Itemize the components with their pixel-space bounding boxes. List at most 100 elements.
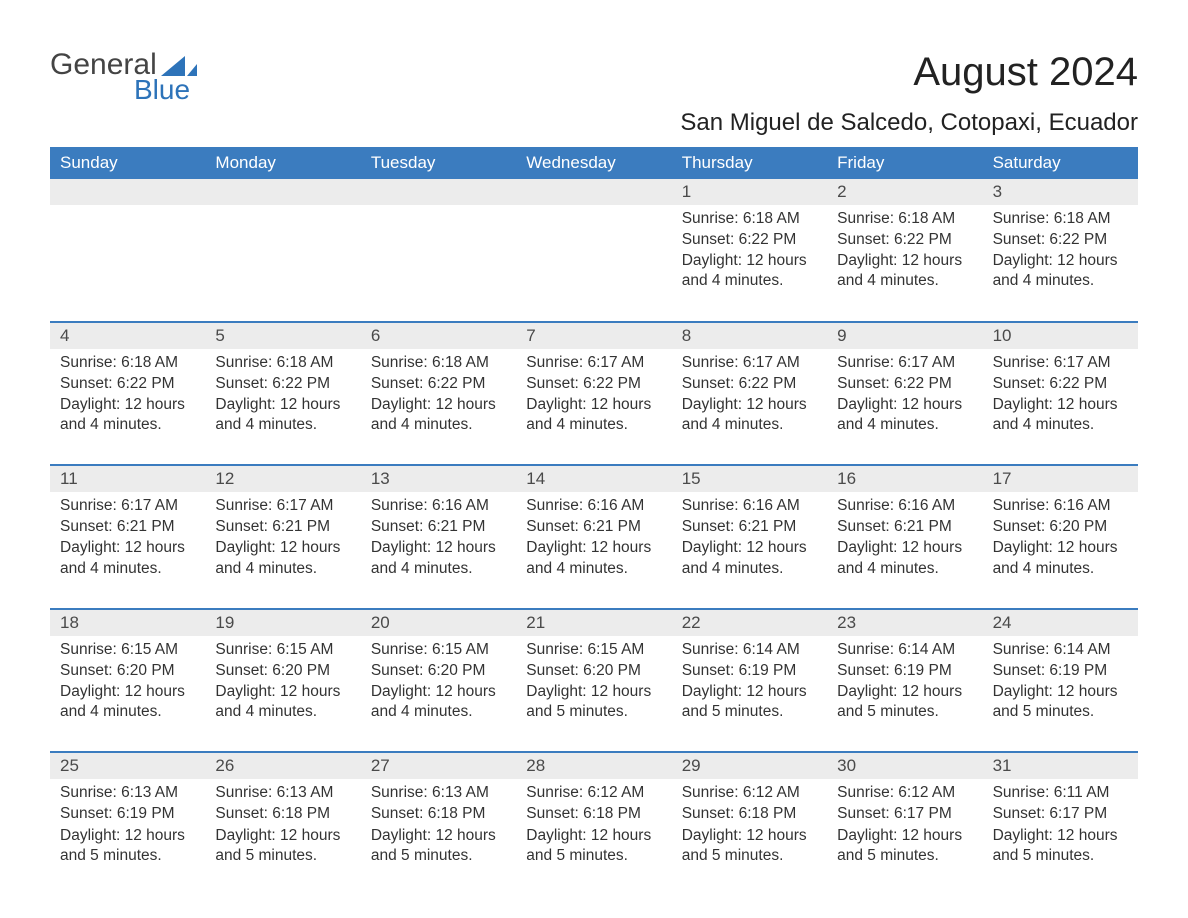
day-cell	[205, 179, 360, 307]
day-number: 26	[205, 753, 360, 779]
sunrise-line: Sunrise: 6:18 AM	[215, 353, 350, 373]
day-cell: 10Sunrise: 6:17 AMSunset: 6:22 PMDayligh…	[983, 323, 1138, 451]
sunset-line: Sunset: 6:22 PM	[526, 374, 661, 394]
day-body: Sunrise: 6:18 AMSunset: 6:22 PMDaylight:…	[205, 349, 360, 436]
day-body: Sunrise: 6:17 AMSunset: 6:22 PMDaylight:…	[827, 349, 982, 436]
daylight-line: Daylight: 12 hours and 4 minutes.	[215, 682, 350, 722]
day-body: Sunrise: 6:14 AMSunset: 6:19 PMDaylight:…	[672, 636, 827, 723]
day-body: Sunrise: 6:13 AMSunset: 6:18 PMDaylight:…	[205, 779, 360, 866]
day-number: 10	[983, 323, 1138, 349]
day-cell	[50, 179, 205, 307]
day-cell: 11Sunrise: 6:17 AMSunset: 6:21 PMDayligh…	[50, 466, 205, 594]
daylight-line: Daylight: 12 hours and 4 minutes.	[371, 395, 506, 435]
day-body: Sunrise: 6:12 AMSunset: 6:18 PMDaylight:…	[672, 779, 827, 866]
daylight-line: Daylight: 12 hours and 4 minutes.	[215, 538, 350, 578]
day-body: Sunrise: 6:18 AMSunset: 6:22 PMDaylight:…	[672, 205, 827, 292]
sunrise-line: Sunrise: 6:17 AM	[993, 353, 1128, 373]
day-cell: 15Sunrise: 6:16 AMSunset: 6:21 PMDayligh…	[672, 466, 827, 594]
day-body: Sunrise: 6:11 AMSunset: 6:17 PMDaylight:…	[983, 779, 1138, 866]
day-body: Sunrise: 6:18 AMSunset: 6:22 PMDaylight:…	[361, 349, 516, 436]
day-cell: 14Sunrise: 6:16 AMSunset: 6:21 PMDayligh…	[516, 466, 671, 594]
day-cell: 9Sunrise: 6:17 AMSunset: 6:22 PMDaylight…	[827, 323, 982, 451]
daylight-line: Daylight: 12 hours and 4 minutes.	[837, 251, 972, 291]
sunrise-line: Sunrise: 6:18 AM	[682, 209, 817, 229]
daylight-line: Daylight: 12 hours and 4 minutes.	[60, 538, 195, 578]
daylight-line: Daylight: 12 hours and 4 minutes.	[371, 682, 506, 722]
day-body: Sunrise: 6:14 AMSunset: 6:19 PMDaylight:…	[827, 636, 982, 723]
day-cell: 8Sunrise: 6:17 AMSunset: 6:22 PMDaylight…	[672, 323, 827, 451]
daylight-line: Daylight: 12 hours and 4 minutes.	[993, 538, 1128, 578]
sunset-line: Sunset: 6:22 PM	[215, 374, 350, 394]
daylight-line: Daylight: 12 hours and 4 minutes.	[60, 395, 195, 435]
day-body: Sunrise: 6:17 AMSunset: 6:22 PMDaylight:…	[983, 349, 1138, 436]
sunrise-line: Sunrise: 6:13 AM	[215, 783, 350, 803]
sunset-line: Sunset: 6:20 PM	[215, 661, 350, 681]
day-number: 4	[50, 323, 205, 349]
sunset-line: Sunset: 6:18 PM	[682, 804, 817, 824]
daylight-line: Daylight: 12 hours and 5 minutes.	[60, 826, 195, 866]
day-cell: 5Sunrise: 6:18 AMSunset: 6:22 PMDaylight…	[205, 323, 360, 451]
day-number: 27	[361, 753, 516, 779]
day-number	[50, 179, 205, 205]
daylight-line: Daylight: 12 hours and 4 minutes.	[837, 538, 972, 578]
day-number: 14	[516, 466, 671, 492]
day-number: 20	[361, 610, 516, 636]
daylight-line: Daylight: 12 hours and 4 minutes.	[526, 538, 661, 578]
day-number: 16	[827, 466, 982, 492]
day-body: Sunrise: 6:13 AMSunset: 6:18 PMDaylight:…	[361, 779, 516, 866]
day-number: 17	[983, 466, 1138, 492]
sunset-line: Sunset: 6:22 PM	[993, 230, 1128, 250]
day-cell: 24Sunrise: 6:14 AMSunset: 6:19 PMDayligh…	[983, 610, 1138, 738]
sunrise-line: Sunrise: 6:12 AM	[526, 783, 661, 803]
day-number: 31	[983, 753, 1138, 779]
day-cell: 6Sunrise: 6:18 AMSunset: 6:22 PMDaylight…	[361, 323, 516, 451]
sunrise-line: Sunrise: 6:15 AM	[215, 640, 350, 660]
daylight-line: Daylight: 12 hours and 4 minutes.	[60, 682, 195, 722]
sunset-line: Sunset: 6:22 PM	[837, 230, 972, 250]
location: San Miguel de Salcedo, Cotopaxi, Ecuador	[680, 109, 1138, 137]
sunset-line: Sunset: 6:22 PM	[837, 374, 972, 394]
day-cell: 27Sunrise: 6:13 AMSunset: 6:18 PMDayligh…	[361, 753, 516, 881]
calendar: SundayMondayTuesdayWednesdayThursdayFrid…	[50, 147, 1138, 881]
daylight-line: Daylight: 12 hours and 5 minutes.	[526, 682, 661, 722]
week-row: 1Sunrise: 6:18 AMSunset: 6:22 PMDaylight…	[50, 179, 1138, 307]
weekday-cell: Sunday	[50, 147, 205, 179]
week-row: 25Sunrise: 6:13 AMSunset: 6:19 PMDayligh…	[50, 751, 1138, 881]
day-number: 5	[205, 323, 360, 349]
logo: General Blue	[50, 50, 197, 104]
day-body: Sunrise: 6:16 AMSunset: 6:21 PMDaylight:…	[827, 492, 982, 579]
day-number: 8	[672, 323, 827, 349]
week-row: 11Sunrise: 6:17 AMSunset: 6:21 PMDayligh…	[50, 464, 1138, 594]
sunrise-line: Sunrise: 6:17 AM	[215, 496, 350, 516]
weekday-cell: Wednesday	[516, 147, 671, 179]
day-body: Sunrise: 6:18 AMSunset: 6:22 PMDaylight:…	[50, 349, 205, 436]
sunrise-line: Sunrise: 6:12 AM	[837, 783, 972, 803]
header: General Blue August 2024 San Miguel de S…	[50, 50, 1138, 137]
daylight-line: Daylight: 12 hours and 5 minutes.	[682, 826, 817, 866]
day-cell: 1Sunrise: 6:18 AMSunset: 6:22 PMDaylight…	[672, 179, 827, 307]
daylight-line: Daylight: 12 hours and 4 minutes.	[682, 251, 817, 291]
day-cell: 3Sunrise: 6:18 AMSunset: 6:22 PMDaylight…	[983, 179, 1138, 307]
day-body: Sunrise: 6:16 AMSunset: 6:21 PMDaylight:…	[361, 492, 516, 579]
sunset-line: Sunset: 6:21 PM	[60, 517, 195, 537]
day-cell: 19Sunrise: 6:15 AMSunset: 6:20 PMDayligh…	[205, 610, 360, 738]
sunset-line: Sunset: 6:22 PM	[682, 230, 817, 250]
sunrise-line: Sunrise: 6:15 AM	[60, 640, 195, 660]
sunset-line: Sunset: 6:20 PM	[993, 517, 1128, 537]
day-body: Sunrise: 6:15 AMSunset: 6:20 PMDaylight:…	[205, 636, 360, 723]
logo-top-row: General	[50, 50, 197, 80]
sunrise-line: Sunrise: 6:18 AM	[60, 353, 195, 373]
sunrise-line: Sunrise: 6:16 AM	[371, 496, 506, 516]
day-cell: 22Sunrise: 6:14 AMSunset: 6:19 PMDayligh…	[672, 610, 827, 738]
day-cell: 12Sunrise: 6:17 AMSunset: 6:21 PMDayligh…	[205, 466, 360, 594]
day-number: 15	[672, 466, 827, 492]
sunrise-line: Sunrise: 6:18 AM	[837, 209, 972, 229]
daylight-line: Daylight: 12 hours and 4 minutes.	[837, 395, 972, 435]
day-cell: 16Sunrise: 6:16 AMSunset: 6:21 PMDayligh…	[827, 466, 982, 594]
sunset-line: Sunset: 6:22 PM	[993, 374, 1128, 394]
day-number: 18	[50, 610, 205, 636]
day-number: 23	[827, 610, 982, 636]
day-cell: 31Sunrise: 6:11 AMSunset: 6:17 PMDayligh…	[983, 753, 1138, 881]
day-body: Sunrise: 6:16 AMSunset: 6:21 PMDaylight:…	[516, 492, 671, 579]
sunrise-line: Sunrise: 6:14 AM	[682, 640, 817, 660]
